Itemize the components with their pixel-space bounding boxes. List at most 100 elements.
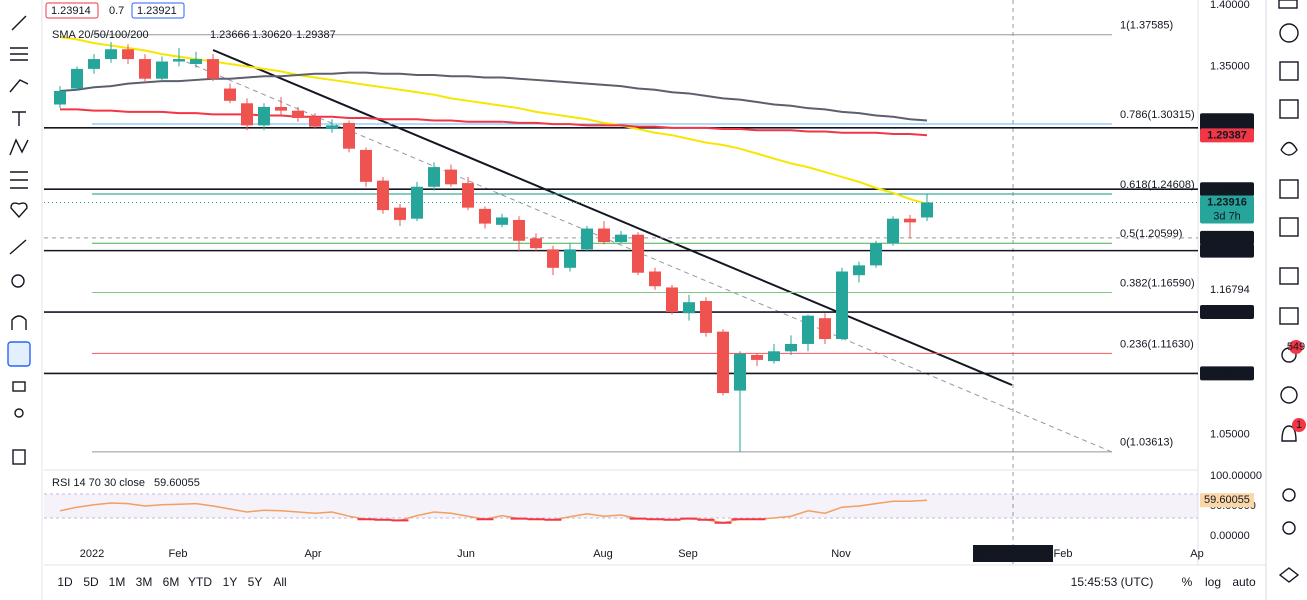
candle-body [309, 116, 321, 127]
sma-line [59, 35, 928, 205]
scale-button[interactable]: auto [1232, 575, 1256, 589]
price-tag-countdown: 3d 7h [1213, 210, 1241, 222]
right-toolbar[interactable] [1265, 0, 1300, 600]
candle-body [479, 208, 491, 224]
price-tag [1200, 195, 1254, 224]
badge [1289, 340, 1303, 354]
candle-body [751, 354, 763, 360]
x-tick-label: 2022 [80, 548, 104, 560]
candle-body [819, 318, 831, 340]
scale-button[interactable]: % [1182, 575, 1193, 589]
indicator-value: 1.29387 [296, 29, 336, 41]
candle-body [275, 106, 287, 111]
candle-body [428, 167, 440, 187]
candle-body [904, 218, 916, 223]
rsi-tick-label: 0.00000 [1210, 530, 1250, 542]
ohlc-label: 1.23921 [137, 5, 177, 17]
y-tick-label: 1.40000 [1210, 0, 1250, 11]
period-button[interactable]: 5Y [248, 575, 263, 589]
price-tag-label: 1.25000 [1207, 183, 1247, 195]
candle-body [139, 59, 151, 79]
price-tag [1200, 128, 1254, 143]
x-tick-label: Sep [678, 548, 698, 560]
period-button[interactable]: 3M [136, 575, 153, 589]
candle-body [547, 249, 559, 268]
price-tag-label: 1.29387 [1207, 129, 1247, 141]
candle-body [700, 300, 712, 333]
candle-body [105, 49, 117, 60]
candle-body [513, 219, 525, 241]
fib-label: 0.382(1.16590) [1120, 277, 1195, 289]
price-tag [1200, 305, 1254, 320]
x-tick-label: Aug [593, 548, 613, 560]
ohlc-box [45, 2, 99, 19]
period-button[interactable]: All [273, 575, 286, 589]
price-tag [1200, 243, 1254, 258]
period-button[interactable]: 1D [57, 575, 73, 589]
rsi-label: RSI 14 70 30 close [52, 477, 145, 489]
indicator-label: SMA 20/50/100/200 [52, 29, 149, 41]
candle-body [683, 302, 695, 314]
period-button[interactable]: YTD [188, 575, 212, 589]
rsi-value-tag [1200, 493, 1254, 508]
fib-label: 0.618(1.24608) [1120, 179, 1195, 191]
rsi-value-tag-label: 59.60055 [1204, 494, 1250, 506]
price-tag [1200, 366, 1254, 381]
period-button[interactable]: 5D [83, 575, 99, 589]
ohlc-label: 0.7 [109, 5, 124, 17]
candle-body [462, 183, 474, 208]
ohlc-label: 1.23914 [51, 5, 91, 17]
candle-body [887, 218, 899, 244]
candle-body [190, 59, 202, 64]
price-tag [1200, 113, 1254, 128]
scale-button[interactable]: log [1205, 575, 1221, 589]
candle-body [785, 343, 797, 352]
candle-body [377, 180, 389, 211]
candle-body [632, 234, 644, 273]
left-toolbar[interactable] [7, 15, 31, 465]
candle-body [921, 202, 933, 218]
candle-body [666, 287, 678, 313]
y-tick-label: 1.16794 [1210, 284, 1250, 296]
candle-body [343, 122, 355, 149]
x-tick-label: Feb [169, 548, 188, 560]
period-button[interactable]: 6M [163, 575, 180, 589]
price-tag-label: 1.20000 [1207, 245, 1247, 257]
candle-body [734, 353, 746, 391]
candle-body [71, 68, 83, 89]
candle-body [598, 228, 610, 243]
rsi-tick-label: 100.00000 [1210, 470, 1262, 482]
ohlc-box [131, 2, 185, 19]
fib-label: 0.5(1.20599) [1120, 228, 1182, 240]
period-button[interactable]: 1Y [223, 575, 238, 589]
trend-line[interactable] [212, 49, 1013, 386]
badge [1292, 418, 1306, 432]
sma-line [60, 108, 928, 137]
fib-label: 0.236(1.11630) [1120, 338, 1194, 350]
candle-body [173, 59, 185, 62]
clock: 15:45:53 (UTC) [1071, 575, 1154, 589]
candle-body [122, 49, 134, 60]
x-tick-label: Jun [457, 548, 475, 560]
candle-body [88, 59, 100, 69]
price-tag-label: 1.23916 [1207, 196, 1247, 208]
rsi-value: 59.60055 [154, 477, 200, 489]
candle-body [411, 186, 423, 219]
price-tag-label: 1.21041 [1207, 232, 1247, 244]
candle-body [156, 61, 168, 79]
price-tag-label: 1.30620 [1207, 114, 1247, 126]
candle-body [530, 238, 542, 249]
candle-body [326, 125, 338, 130]
candle-body [615, 234, 627, 243]
candle-body [836, 271, 848, 340]
period-button[interactable]: 1M [109, 575, 126, 589]
indicator-value: 1.30620 [252, 29, 292, 41]
candle-body [224, 88, 236, 101]
crosshair-time-tag [973, 545, 1053, 562]
candle-body [717, 331, 729, 394]
candle-body [496, 217, 508, 225]
candle-body [581, 228, 593, 250]
x-tick-label: Apr [304, 548, 321, 560]
candle-body [802, 315, 814, 344]
